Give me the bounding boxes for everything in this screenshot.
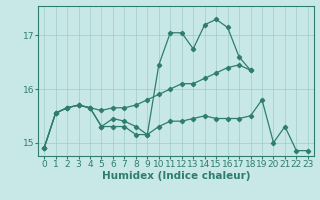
X-axis label: Humidex (Indice chaleur): Humidex (Indice chaleur) (102, 171, 250, 181)
